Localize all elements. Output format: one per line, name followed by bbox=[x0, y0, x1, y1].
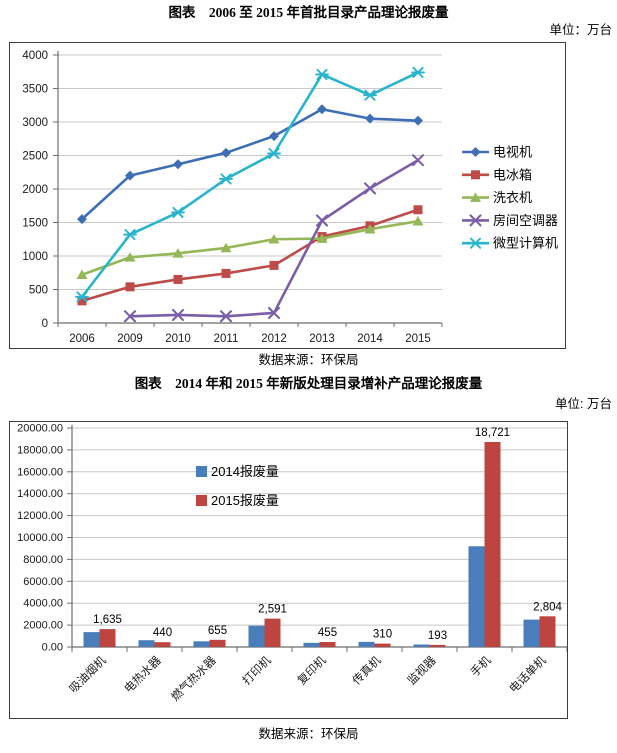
svg-text:电话单机: 电话单机 bbox=[506, 653, 549, 696]
line-chart-frame: 0 500 1000 1500 2000 2500 3000 3500 4000 2006 2009… bbox=[9, 42, 566, 349]
bar-chart-unit-label: 单位: 万台 bbox=[555, 397, 612, 411]
y-axis-labels: 0.00 2000.00 4000.00 6000.00 8000.00 10000.00… bbox=[17, 423, 63, 654]
svg-text:0: 0 bbox=[42, 318, 48, 330]
x-axis-labels: 吸油烟机 电热水器 燃气热水器 打印机 复印机 传真机 监视器 手机 电话单机 bbox=[66, 653, 549, 704]
svg-text:3500: 3500 bbox=[22, 84, 48, 96]
line-chart-title: 图表 2006 至 2015 年首批目录产品理论报废量 bbox=[168, 5, 449, 20]
bar-series-2015报废量 bbox=[99, 442, 556, 647]
svg-text:电热水器: 电热水器 bbox=[122, 654, 164, 696]
svg-text:18000.00: 18000.00 bbox=[17, 444, 63, 456]
svg-text:2015: 2015 bbox=[405, 333, 431, 345]
svg-text:4000.00: 4000.00 bbox=[23, 598, 63, 610]
bar-chart-canvas: 0.00 2000.00 4000.00 6000.00 8000.00 10000.00… bbox=[17, 423, 567, 704]
svg-text:440: 440 bbox=[153, 627, 172, 639]
gridlines bbox=[58, 54, 442, 290]
svg-text:3000: 3000 bbox=[22, 117, 48, 129]
svg-text:0.00: 0.00 bbox=[42, 642, 63, 654]
svg-text:10000.00: 10000.00 bbox=[17, 532, 63, 544]
svg-text:4000: 4000 bbox=[22, 50, 48, 62]
bar-value-labels: 1,635 440 655 2,591 455 310 193 18,721 2,804 bbox=[93, 427, 562, 642]
svg-text:8000.00: 8000.00 bbox=[23, 554, 63, 566]
line-series-微型计算机 bbox=[75, 66, 425, 303]
bar-series-2014报废量 bbox=[83, 546, 540, 647]
svg-text:1,635: 1,635 bbox=[93, 614, 122, 626]
svg-text:16000.00: 16000.00 bbox=[17, 466, 63, 478]
svg-text:310: 310 bbox=[373, 629, 392, 641]
svg-text:2012: 2012 bbox=[261, 333, 287, 345]
legend: 2014报废量 2015报废量 bbox=[196, 464, 279, 508]
svg-text:2014: 2014 bbox=[357, 333, 383, 345]
svg-text:18,721: 18,721 bbox=[475, 427, 510, 439]
svg-text:12000.00: 12000.00 bbox=[17, 510, 63, 522]
svg-text:193: 193 bbox=[428, 630, 447, 642]
svg-text:电冰箱: 电冰箱 bbox=[493, 167, 532, 182]
svg-text:微型计算机: 微型计算机 bbox=[493, 236, 558, 251]
line-series-房间空调器 bbox=[123, 154, 425, 323]
svg-text:2013: 2013 bbox=[309, 333, 335, 345]
x-axis-labels: 2006 2009 2010 2011 2012 2013 2014 2015 bbox=[69, 333, 431, 345]
svg-text:14000.00: 14000.00 bbox=[17, 488, 63, 500]
svg-text:455: 455 bbox=[318, 627, 337, 639]
line-chart-source: 数据来源：环保局 bbox=[258, 353, 359, 367]
line-chart-canvas: 0 500 1000 1500 2000 2500 3000 3500 4000 2006 2009… bbox=[22, 50, 558, 345]
axes bbox=[53, 51, 443, 327]
svg-text:2000: 2000 bbox=[22, 184, 48, 196]
svg-text:2011: 2011 bbox=[214, 333, 239, 345]
y-axis-labels: 0 500 1000 1500 2000 2500 3000 3500 4000 bbox=[22, 50, 48, 330]
svg-text:2500: 2500 bbox=[22, 151, 48, 163]
svg-text:电视机: 电视机 bbox=[493, 145, 532, 160]
svg-text:2,804: 2,804 bbox=[533, 601, 562, 613]
svg-text:燃气热水器: 燃气热水器 bbox=[168, 653, 219, 704]
line-chart-unit-label: 单位：万台 bbox=[549, 23, 612, 37]
svg-text:吸油烟机: 吸油烟机 bbox=[66, 653, 109, 696]
svg-text:监视器: 监视器 bbox=[404, 653, 439, 688]
svg-text:房间空调器: 房间空调器 bbox=[493, 213, 558, 228]
svg-text:20000.00: 20000.00 bbox=[17, 423, 63, 435]
line-series-电视机 bbox=[77, 104, 423, 225]
svg-text:传真机: 传真机 bbox=[349, 653, 384, 688]
svg-text:2014报废量: 2014报废量 bbox=[211, 464, 279, 479]
svg-text:655: 655 bbox=[208, 625, 227, 637]
svg-text:6000.00: 6000.00 bbox=[23, 576, 63, 588]
svg-text:2006: 2006 bbox=[69, 333, 95, 345]
svg-text:洗衣机: 洗衣机 bbox=[493, 190, 532, 205]
bar-chart-frame: 0.00 2000.00 4000.00 6000.00 8000.00 10000.00… bbox=[9, 421, 568, 719]
svg-text:2,591: 2,591 bbox=[258, 604, 287, 616]
svg-text:复印机: 复印机 bbox=[294, 653, 329, 688]
svg-text:1000: 1000 bbox=[22, 251, 48, 263]
svg-text:手机: 手机 bbox=[467, 653, 494, 680]
svg-text:500: 500 bbox=[29, 285, 48, 297]
svg-text:1500: 1500 bbox=[22, 218, 48, 230]
svg-text:2000.00: 2000.00 bbox=[23, 620, 63, 632]
svg-text:打印机: 打印机 bbox=[239, 653, 274, 688]
bar-chart-source: 数据来源：环保局 bbox=[258, 727, 359, 741]
bar-chart-title: 图表 2014 年和 2015 年新版处理目录增补产品理论报废量 bbox=[134, 376, 483, 391]
svg-text:2010: 2010 bbox=[165, 333, 191, 345]
line-series-洗衣机 bbox=[76, 215, 424, 280]
svg-text:2015报废量: 2015报废量 bbox=[211, 493, 279, 508]
svg-text:2009: 2009 bbox=[117, 333, 143, 345]
